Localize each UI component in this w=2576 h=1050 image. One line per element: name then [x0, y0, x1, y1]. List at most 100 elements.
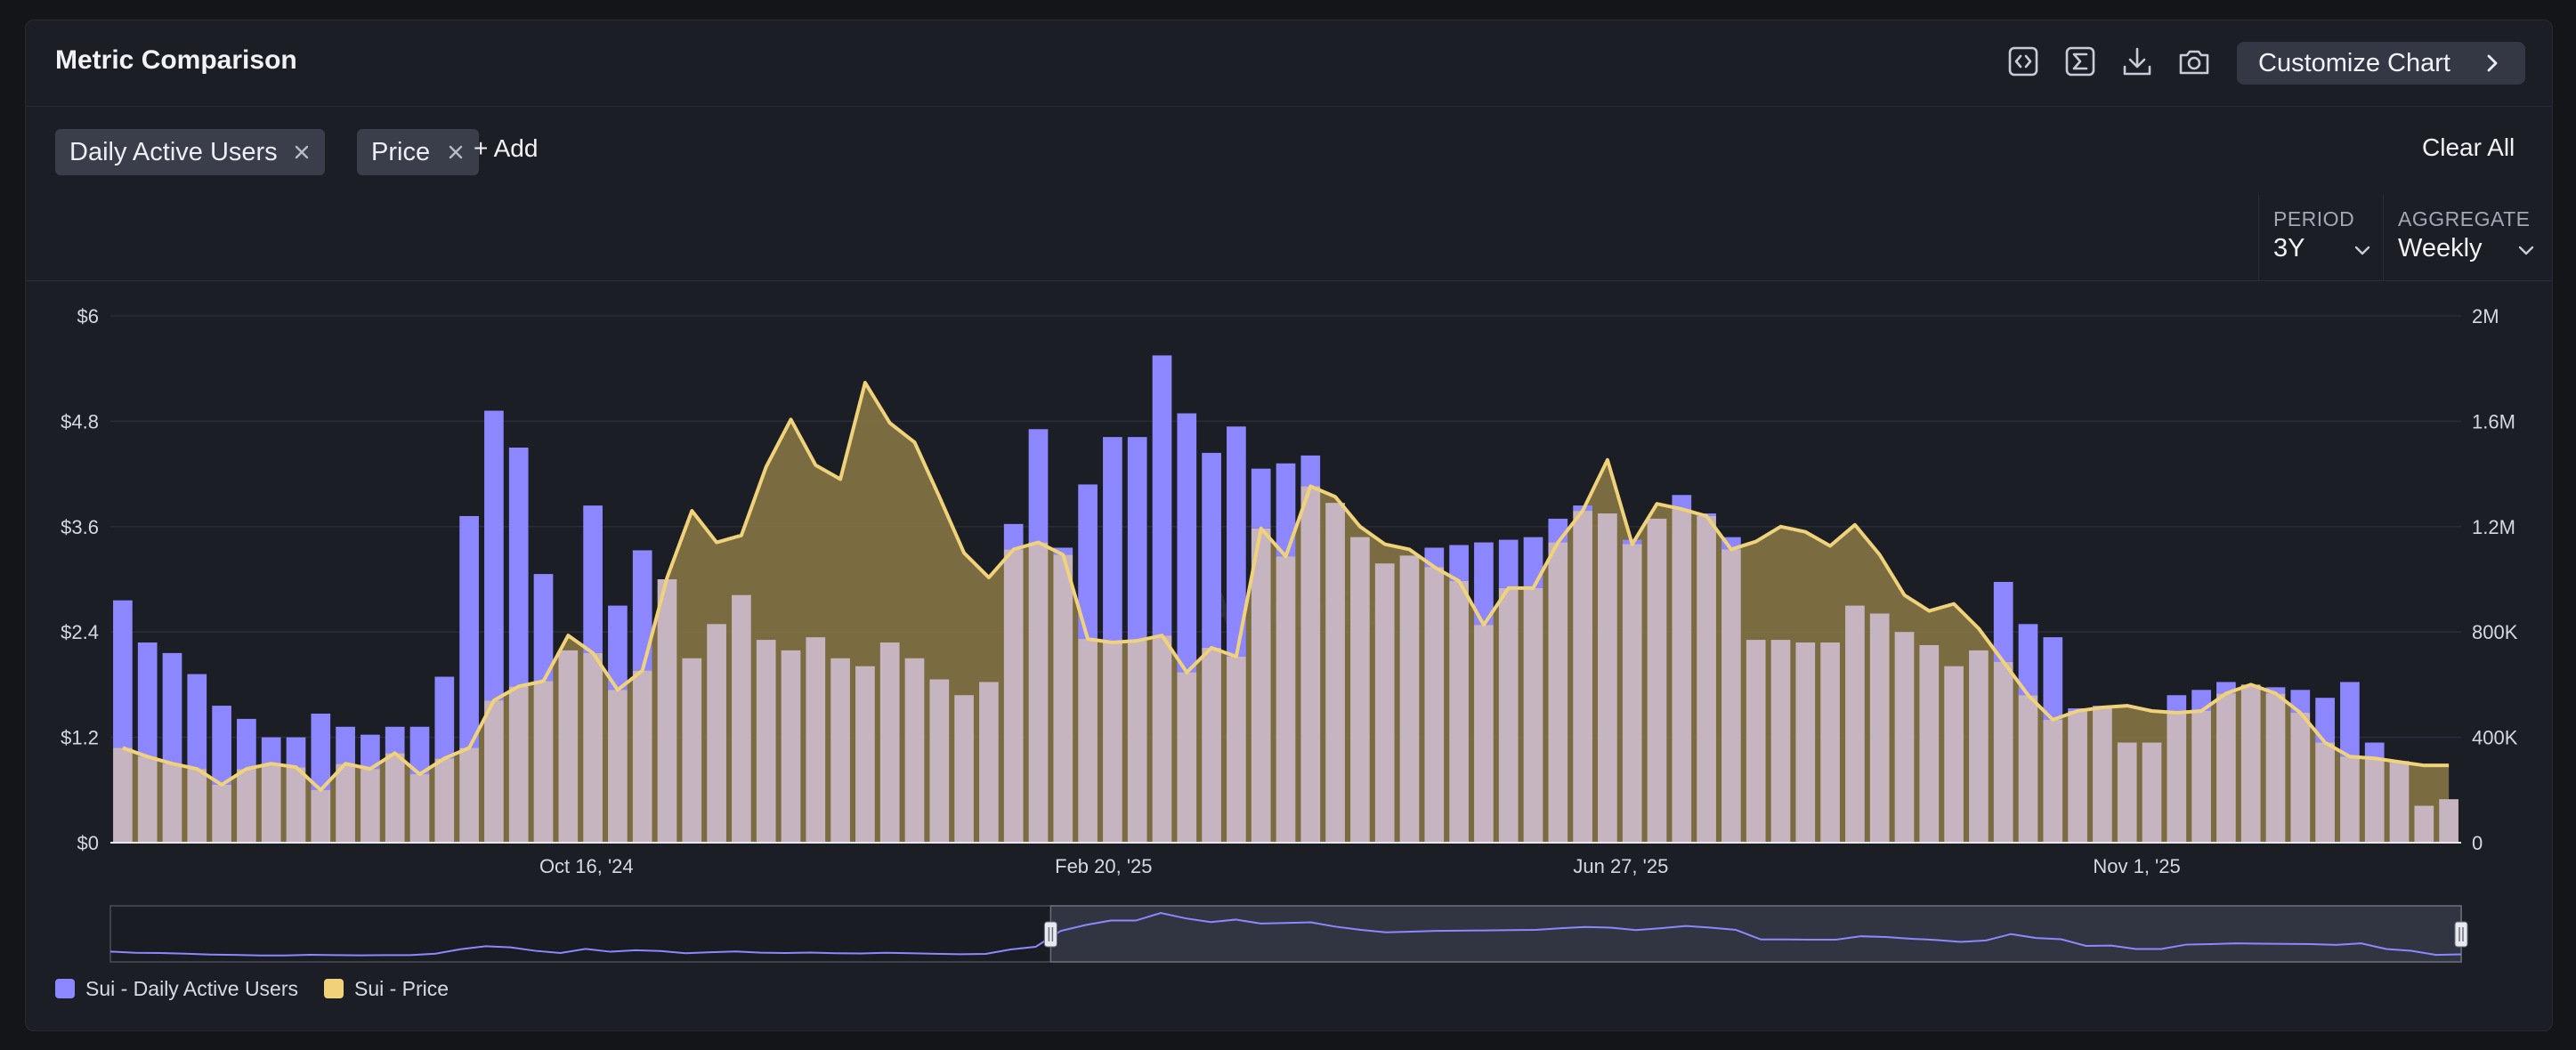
dau-bar	[929, 679, 950, 843]
chevron-right-icon	[2487, 54, 2498, 72]
dau-bar-overlap	[311, 789, 331, 843]
dau-bar	[459, 515, 479, 843]
add-metric-button[interactable]: + Add	[474, 134, 539, 162]
camera-icon	[2179, 50, 2209, 75]
dau-bar-overlap	[707, 624, 726, 843]
dau-bar	[237, 718, 256, 843]
dau-bar	[1300, 455, 1321, 843]
dau-bar	[904, 658, 925, 843]
screenshot-button[interactable]	[2176, 44, 2212, 79]
clear-all-button[interactable]: Clear All	[2422, 133, 2515, 161]
formula-button[interactable]	[2062, 44, 2098, 79]
y-right-tick-label: 1.6M	[2472, 410, 2515, 432]
dau-bar-overlap	[1697, 515, 1716, 843]
dau-bar-overlap	[583, 652, 603, 843]
y-left-tick-label: $0	[77, 832, 99, 854]
dau-bar-overlap	[1152, 635, 1172, 843]
dau-bar-overlap	[2018, 695, 2038, 843]
embed-button[interactable]	[2005, 44, 2041, 79]
navigator-handle-left[interactable]	[1043, 921, 1057, 948]
dau-bar	[385, 726, 405, 843]
dau-bar	[1028, 429, 1049, 843]
dau-bar-upper	[311, 713, 331, 790]
dau-bar	[1746, 640, 1766, 843]
aggregate-value: Weekly	[2398, 234, 2483, 262]
dau-bar-overlap	[806, 637, 826, 843]
dau-bar	[434, 676, 455, 843]
dau-bar	[1622, 539, 1642, 843]
dau-bar-overlap	[1869, 613, 1890, 843]
dau-bar-upper	[1548, 518, 1568, 543]
handle-grip	[2454, 921, 2468, 948]
dau-bar	[1845, 605, 1865, 843]
download-button[interactable]	[2119, 44, 2155, 79]
dau-bar-overlap	[632, 670, 652, 843]
legend-item-dau[interactable]: Sui - Daily Active Users	[55, 976, 298, 1001]
dau-bar-overlap	[162, 763, 182, 843]
dau-bar	[1573, 505, 1592, 843]
metric-chart[interactable]: $0 $1.2 $2.4 $3.6 $4.8 $6 0 400K 800K 1.2M 1.6M 2M A…	[26, 20, 2552, 964]
dau-bar-overlap	[2216, 693, 2236, 843]
dau-bar	[1276, 463, 1296, 843]
dau-bar-overlap	[1993, 661, 2013, 843]
dau-bar	[1498, 539, 1519, 843]
dau-bar-overlap	[1498, 587, 1519, 843]
metric-chip-price[interactable]: Price	[357, 129, 479, 175]
dau-bar	[113, 600, 133, 843]
dau-bar	[1894, 632, 1915, 843]
metric-chip-daily-active-users[interactable]: Daily Active Users	[55, 129, 325, 175]
legend-item-price[interactable]: Sui - Price	[324, 976, 449, 1001]
dau-bar-upper	[459, 515, 479, 748]
dau-bar-overlap	[1350, 537, 1370, 843]
dau-bar-overlap	[2265, 693, 2286, 843]
legend-swatch	[324, 979, 344, 998]
dau-bar-upper	[1523, 537, 1543, 588]
dau-bar	[187, 674, 207, 843]
embed-icon	[2008, 46, 2038, 77]
dau-bar-overlap	[1845, 605, 1865, 843]
dau-bar	[2240, 684, 2261, 843]
dau-bar-overlap	[434, 758, 455, 843]
dau-bar	[2389, 761, 2410, 843]
y-right-tick-label: 1.2M	[2472, 516, 2515, 538]
x-tick-label: Oct 16, '24	[539, 855, 634, 877]
dau-bar-upper	[1276, 463, 1296, 557]
dau-bar-upper	[360, 734, 380, 770]
dau-bar-overlap	[1028, 542, 1049, 843]
y-right-tick-label: 800K	[2472, 621, 2518, 643]
dau-bar-overlap	[1746, 640, 1766, 843]
dau-bar	[2018, 624, 2038, 843]
close-icon[interactable]	[293, 143, 311, 161]
dau-bar	[1202, 452, 1221, 843]
metric-chip-label: Daily Active Users	[69, 137, 278, 166]
period-select[interactable]: PERIOD 3Y	[2258, 195, 2384, 280]
dau-bar-overlap	[137, 756, 158, 843]
dau-bar	[212, 706, 231, 843]
dau-bar-upper	[385, 726, 405, 754]
dau-bar	[1647, 518, 1667, 843]
navigator-handle-right[interactable]	[2454, 921, 2468, 948]
dau-bar-overlap	[979, 682, 999, 843]
dau-bar-upper	[113, 600, 133, 748]
dau-bar-overlap	[2364, 758, 2385, 843]
price-line	[122, 380, 2450, 792]
dau-bar-upper	[1498, 539, 1519, 588]
customize-chart-button[interactable]: Customize Chart	[2237, 42, 2525, 85]
dau-bar-upper	[434, 676, 455, 759]
dau-bar	[1449, 545, 1469, 843]
dau-bar	[1598, 513, 1617, 843]
dau-bar	[2043, 637, 2063, 843]
dau-bar	[1078, 484, 1098, 843]
dau-bar	[2340, 682, 2360, 843]
dau-bar	[707, 624, 726, 843]
dau-bar-overlap	[1622, 544, 1642, 843]
dau-bar	[1325, 503, 1345, 843]
aggregate-select[interactable]: AGGREGATE Weekly	[2383, 195, 2553, 280]
dau-bar-overlap	[113, 747, 133, 843]
close-icon[interactable]	[447, 143, 465, 161]
dau-bar	[1820, 642, 1840, 843]
dau-bar	[855, 666, 875, 843]
dau-bar	[1969, 650, 1989, 843]
dau-bar-overlap	[1573, 511, 1592, 843]
legend-label: Sui - Price	[354, 976, 450, 1000]
